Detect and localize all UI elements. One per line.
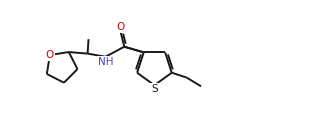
Text: O: O <box>46 50 54 60</box>
Text: O: O <box>116 22 124 32</box>
Text: NH: NH <box>98 57 114 67</box>
Text: S: S <box>151 84 158 94</box>
